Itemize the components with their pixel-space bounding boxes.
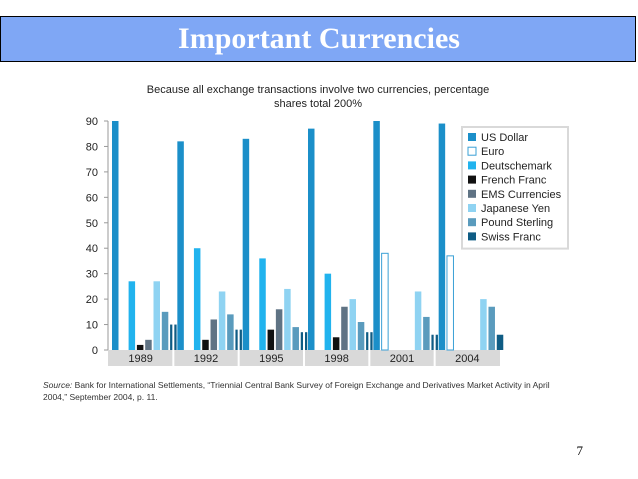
- bar-japanese-yen-2004: [480, 299, 487, 350]
- y-tick-label: 20: [86, 294, 98, 306]
- bar-deutschemark-1992: [193, 248, 201, 350]
- bar-japanese-yen-2001: [414, 291, 422, 350]
- bar-french-franc-1989: [136, 344, 144, 350]
- chart-subtitle: shares total 200%: [274, 98, 362, 110]
- legend-label: French Franc: [481, 175, 547, 187]
- legend-swatch: [468, 218, 476, 227]
- bar-deutschemark-1998: [324, 273, 332, 350]
- bar-japanese-yen-1989: [153, 281, 160, 350]
- legend-label: Japanese Yen: [481, 203, 550, 215]
- legend-swatch: [467, 146, 477, 156]
- y-tick-label: 40: [86, 243, 98, 255]
- bar-pound-sterling-1989: [161, 311, 169, 350]
- legend-label: Pound Sterling: [481, 217, 553, 229]
- legend-swatch: [468, 232, 476, 241]
- x-tick-label: 1998: [324, 353, 348, 365]
- legend-swatch: [468, 204, 476, 212]
- bar-ems-currencies-1992: [210, 319, 218, 350]
- legend-label: US Dollar: [481, 132, 528, 144]
- legend: US Dollar Euro Deutschemark French Franc EMS…: [461, 126, 569, 250]
- source-note: Source: Bank for International Settlemen…: [43, 380, 550, 390]
- x-tick-label: 2004: [455, 353, 479, 365]
- bar-french-franc-1995: [267, 329, 275, 350]
- source-text-2: 2004,” September 2004, p. 11.: [43, 392, 158, 402]
- legend-box: [461, 126, 569, 250]
- y-tick-label: 60: [86, 192, 98, 204]
- bar-pound-sterling-2001: [423, 316, 430, 350]
- bar-pound-sterling-1998: [357, 322, 365, 350]
- bar-japanese-yen-1992: [218, 291, 226, 350]
- bar-us-dollar-1989: [112, 121, 119, 350]
- y-tick-label: 70: [86, 167, 98, 179]
- bar-us-dollar-1998: [308, 128, 315, 350]
- bar-french-franc-1992: [202, 339, 209, 350]
- bar-us-dollar-2001: [373, 121, 380, 350]
- legend-label: EMS Currencies: [481, 189, 562, 201]
- legend-label: Deutschemark: [481, 160, 552, 172]
- bar-ems-currencies-1998: [341, 306, 348, 350]
- bar-deutschemark-1995: [259, 258, 266, 350]
- bar-swiss-franc-2004: [496, 334, 504, 350]
- page-number: 7: [576, 443, 584, 458]
- y-tick-label: 30: [86, 269, 98, 281]
- legend-swatch: [468, 175, 476, 184]
- source-text-1: Bank for International Settlements, “Tri…: [72, 380, 549, 390]
- legend-swatch: [468, 189, 476, 198]
- bar-ems-currencies-1995: [275, 309, 283, 350]
- bar-us-dollar-1992: [177, 141, 184, 350]
- bar-pound-sterling-2004: [488, 306, 495, 350]
- chart-title: Because all exchange transactions involv…: [147, 84, 489, 96]
- bar-french-franc-1998: [332, 337, 340, 350]
- y-tick-label: 90: [86, 116, 98, 128]
- legend-label: Swiss Franc: [481, 231, 541, 243]
- bar-euro-2001: [381, 252, 389, 351]
- y-tick-label: 80: [86, 141, 98, 153]
- source-label: Source:: [43, 380, 73, 390]
- title-bar: Important Currencies: [0, 16, 636, 62]
- legend-label: Euro: [481, 146, 504, 158]
- bar-pound-sterling-1995: [292, 327, 299, 350]
- legend-swatch: [468, 133, 476, 141]
- x-tick-label: 2001: [390, 353, 414, 365]
- bars: [112, 115, 504, 351]
- bar-japanese-yen-1995: [284, 288, 291, 350]
- bar-pound-sterling-1992: [227, 314, 234, 350]
- x-tick-label: 1995: [259, 353, 283, 365]
- bar-us-dollar-1995: [242, 138, 250, 350]
- bar-euro-2004: [446, 255, 454, 351]
- bar-ems-currencies-1989: [145, 339, 152, 350]
- legend-swatch: [468, 161, 476, 170]
- bar-japanese-yen-1998: [349, 299, 356, 350]
- x-tick-label: 1992: [194, 353, 218, 365]
- slide-title: Important Currencies: [178, 22, 460, 55]
- y-tick-label: 0: [92, 345, 98, 357]
- x-tick-label: 1989: [128, 353, 152, 365]
- bar-deutschemark-1989: [128, 281, 136, 350]
- y-tick-label: 50: [86, 218, 98, 230]
- y-tick-label: 10: [86, 320, 98, 332]
- bar-us-dollar-2004: [438, 123, 446, 351]
